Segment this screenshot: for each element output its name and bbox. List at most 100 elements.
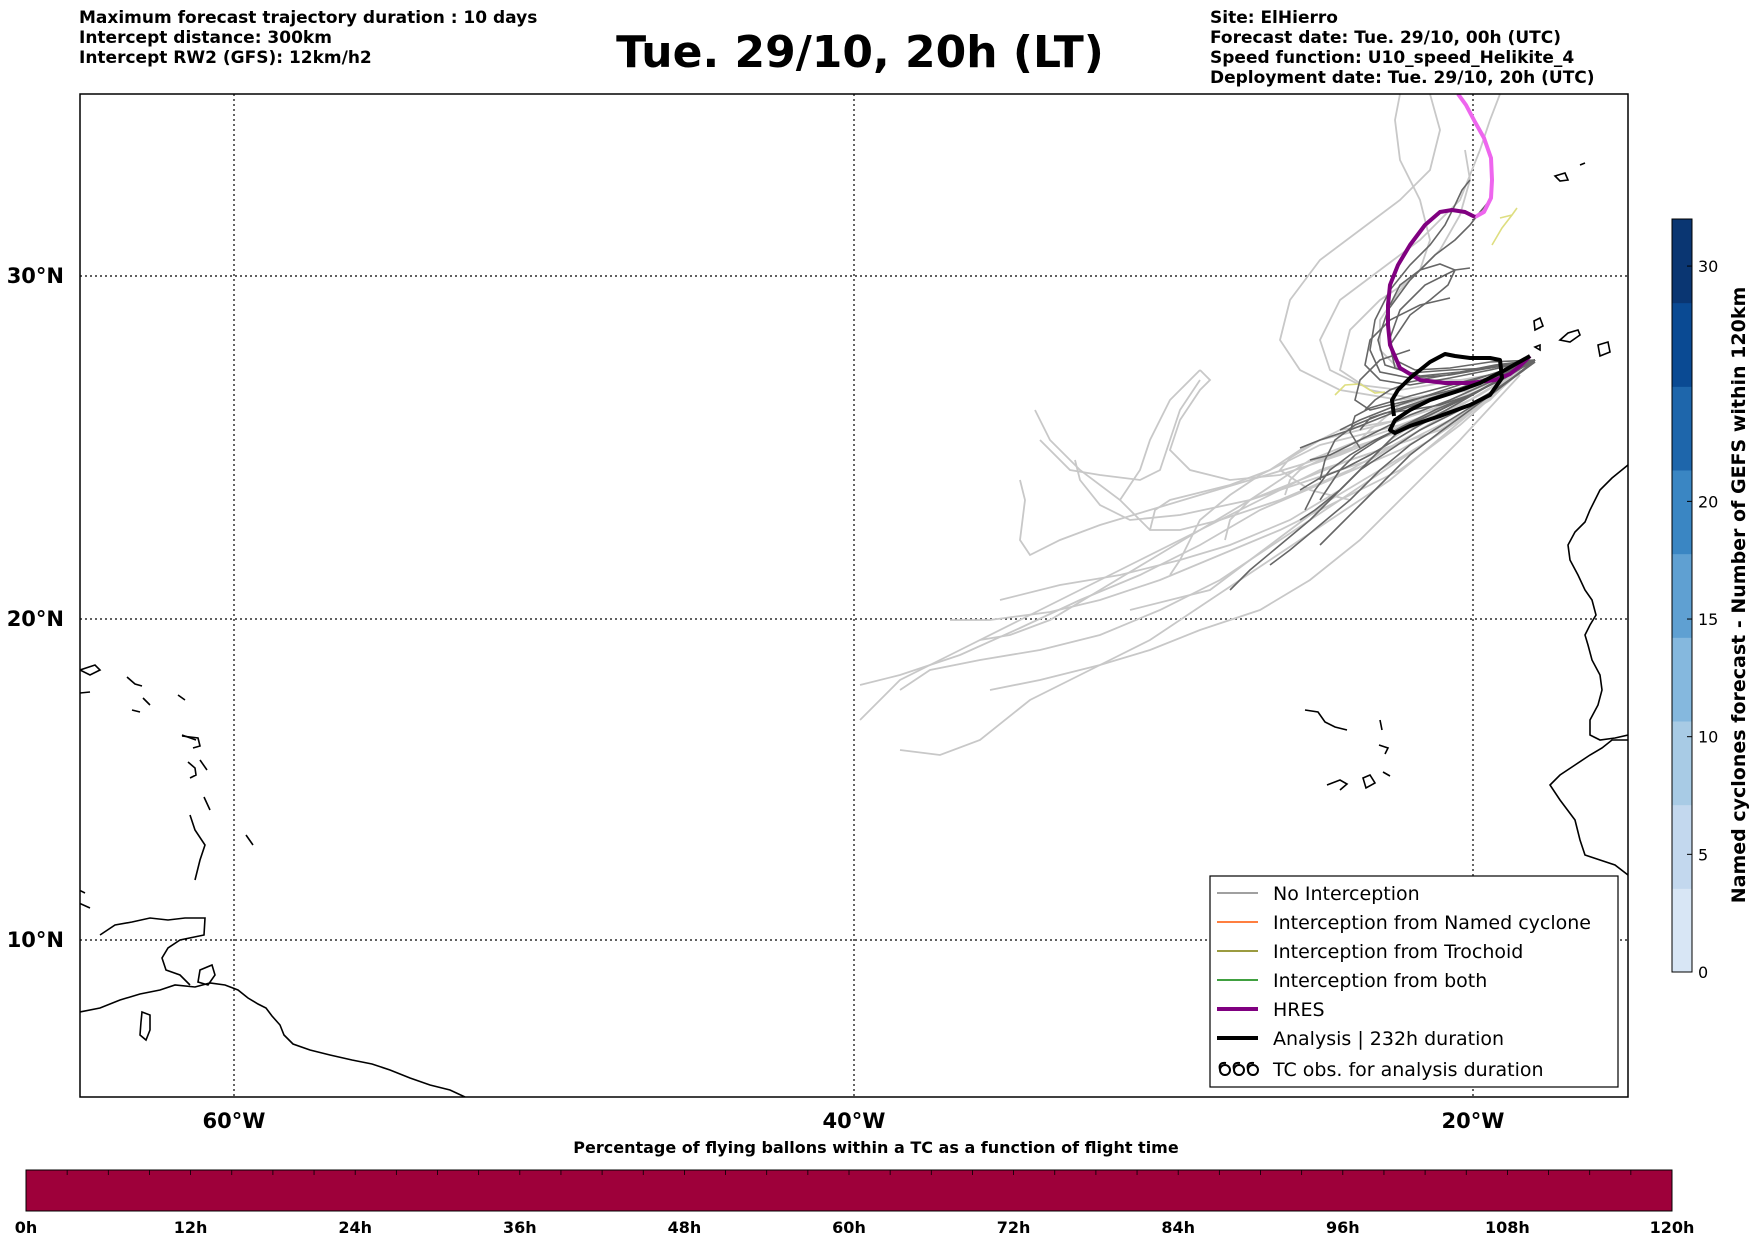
colorbar-tick-label: 5 [1698,845,1708,864]
strip-fill [25,1169,1673,1212]
strip-tick-label: 24h [338,1218,372,1237]
strip-tick-label: 12h [174,1218,208,1237]
gefs-trajectory [899,371,1521,756]
coastlines [80,162,1628,1097]
colorbar-segment [1672,637,1692,722]
trinidad-island [197,963,216,986]
strip-tick-label: 60h [832,1218,866,1237]
strip-ticks: 0h 12h 24h 36h 48h 60h 72h 84h 96h 108h 120h [15,1170,1695,1237]
map-frame [79,93,1629,1098]
strip-tick-label: 108h [1485,1218,1530,1237]
legend-label-no-interception: No Interception [1273,883,1420,905]
gefs-trajectory [1379,94,1521,381]
lon-label-40w: 40°W [823,1109,886,1130]
analysis-trajectory [1388,352,1531,435]
strip-tick-label: 36h [503,1218,537,1237]
tc-percentage-strip: 0h 12h 24h 36h 48h 60h 72h 84h 96h 108h 120h [15,1169,1695,1237]
colorbar-segment [1672,470,1692,555]
tc-obs-symbol-tail [1246,1061,1255,1071]
trochoid-hint-line [1491,207,1518,246]
colorbar-gradient [1672,219,1692,973]
cape-verde-islands [1304,709,1391,791]
legend-swatch-tc-obs [1218,1061,1259,1076]
lat-label-20: 20°N [7,607,64,631]
legend-label-named-cyclone: Interception from Named cyclone [1273,912,1591,934]
legend-label-analysis: Analysis | 232h duration [1273,1028,1504,1050]
intercept-distance-text: Intercept distance: 300km [79,28,332,48]
trajectory [1389,267,1536,371]
legend-label-tc-obs: TC obs. for analysis duration [1272,1059,1544,1081]
lat-label-10: 10°N [7,928,64,952]
strip-tick-label: 84h [1161,1218,1195,1237]
africa-coast [1548,464,1628,876]
colorbar-tick-label: 10 [1698,728,1718,747]
strip-tick-label: 0h [15,1218,38,1237]
legend-label-both: Interception from both [1273,970,1487,992]
trajectory [1359,359,1536,431]
colorbar-tick-label: 20 [1698,492,1718,511]
trochoid-hint-line [1334,383,1386,396]
lat-label-30: 30°N [7,264,64,288]
trajectory [1364,297,1536,386]
colorbar-segment [1672,721,1692,806]
gefs-light-trajectories [859,94,1521,756]
colorbar-tick-label: 0 [1698,963,1708,982]
strip-tick-label: 96h [1326,1218,1360,1237]
forecast-date-text: Forecast date: Tue. 29/10, 00h (UTC) [1210,28,1561,48]
venezuela-gulf-coast [99,917,206,986]
lon-label-20w: 20°W [1442,1109,1505,1130]
colorbar-label: Named cyclones forecast - Number of GEFS… [1728,287,1750,904]
strip-tick-label: 48h [668,1218,702,1237]
colorbar-segment [1672,553,1692,638]
windward-islands [80,734,254,909]
header-left-info: Maximum forecast trajectory duration : 1… [79,8,537,68]
strip-tick-label: 120h [1650,1218,1695,1237]
gefs-trajectory [1039,379,1201,481]
colorbar-tick-label: 30 [1698,257,1718,276]
speed-function-text: Speed function: U10_speed_Helikite_4 [1210,48,1575,68]
colorbar-segment [1672,302,1692,387]
colorbar-segment [1672,804,1692,889]
colorbar: 0 5 10 15 20 30 Named cyclones forecast - Num… [1671,218,1750,982]
madeira-islands [1553,162,1586,182]
trajectory-map: 30°N 20°N 10°N 60°W 40°W 20°W No Interce… [7,93,1750,1130]
colorbar-frame [1671,218,1693,973]
tc-obs-symbol-tail [1218,1061,1227,1071]
intercept-rw2-text: Intercept RW2 (GFS): 12km/h2 [79,48,372,68]
hres-trajectory-light [1456,94,1494,219]
colorbar-segment [1672,386,1692,471]
deployment-date-text: Deployment date: Tue. 29/10, 20h (UTC) [1210,68,1595,88]
colorbar-tick-label: 15 [1698,610,1718,629]
lon-label-60w: 60°W [203,1109,266,1130]
gefs-trajectory [950,371,1521,621]
hres-trajectory-group [1386,94,1532,385]
legend-box [1209,875,1619,1088]
page-title: Tue. 29/10, 20h (LT) [616,27,1104,78]
leeward-islands [80,664,201,779]
strip-tick-label: 72h [997,1218,1031,1237]
gefs-trajectory [989,374,1521,691]
strip-title: Percentage of flying ballons within a TC… [573,1138,1179,1157]
site-text: Site: ElHierro [1210,8,1338,28]
colorbar-segment [1672,219,1692,304]
tc-obs-symbol-tail [1232,1061,1241,1071]
gefs-trajectory [1129,369,1521,611]
gefs-trajectory [1019,369,1521,557]
legend-label-trochoid: Interception from Trochoid [1273,941,1523,963]
hres-trajectory [1386,208,1532,385]
header-right-info: Site: ElHierro Forecast date: Tue. 29/10… [1210,8,1595,88]
gulf-island [139,1010,151,1042]
canary-islands [1533,316,1611,358]
gefs-trajectory [1279,94,1521,401]
max-duration-text: Maximum forecast trajectory duration : 1… [79,8,538,28]
gefs-trajectory [1119,369,1201,501]
trajectory [1389,263,1536,377]
trochoid-hints [1334,207,1518,396]
legend: No Interception Interception from Named … [1209,875,1619,1088]
legend-label-hres: HRES [1273,999,1325,1021]
south-america-coast [80,982,466,1097]
trajectory [1349,359,1536,449]
colorbar-ticks: 0 5 10 15 20 30 [1687,257,1718,982]
no-interception-trajectories [1229,179,1536,591]
colorbar-segment [1672,888,1692,973]
